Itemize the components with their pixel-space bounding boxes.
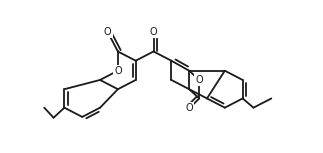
Text: O: O — [185, 103, 193, 114]
Text: O: O — [114, 66, 122, 76]
Text: O: O — [104, 27, 112, 37]
Text: O: O — [195, 75, 203, 85]
Text: O: O — [150, 27, 157, 37]
